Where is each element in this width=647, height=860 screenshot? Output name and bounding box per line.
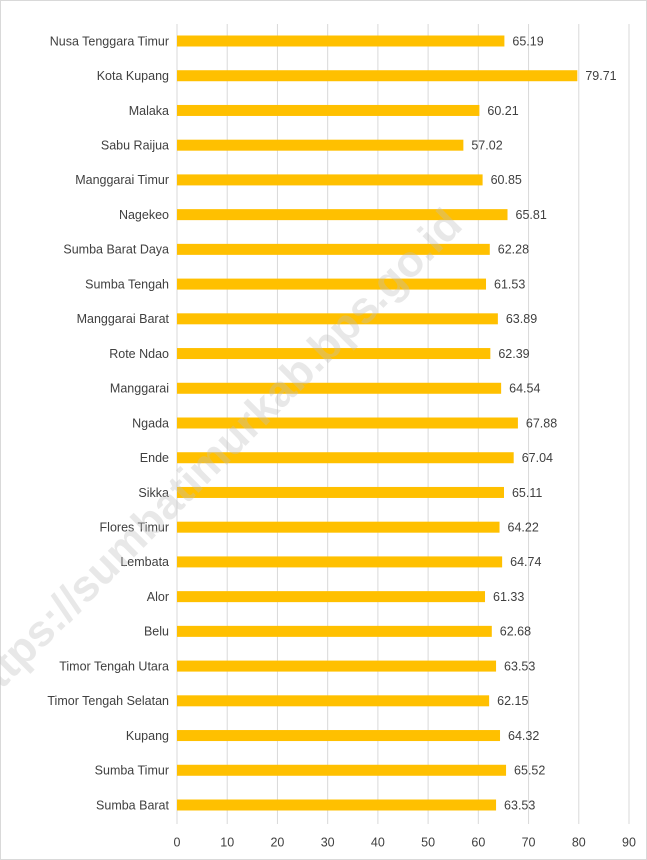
bar xyxy=(177,35,505,47)
x-tick-label: 30 xyxy=(321,835,335,849)
x-tick-label: 70 xyxy=(522,835,536,849)
value-label: 64.32 xyxy=(508,729,539,743)
bar xyxy=(177,209,508,221)
value-label: 63.53 xyxy=(504,798,535,812)
value-label: 63.89 xyxy=(506,312,537,326)
x-tick-label: 50 xyxy=(421,835,435,849)
value-label: 64.74 xyxy=(510,555,541,569)
value-label: 62.39 xyxy=(498,347,529,361)
x-tick-label: 90 xyxy=(622,835,636,849)
y-tick-label: Sabu Raijua xyxy=(101,138,169,152)
value-label: 61.53 xyxy=(494,277,525,291)
bar xyxy=(177,591,486,603)
y-tick-label: Flores Timur xyxy=(100,520,169,534)
bar xyxy=(177,278,487,290)
y-tick-label: Timor Tengah Utara xyxy=(59,659,169,673)
y-tick-label: Sikka xyxy=(138,486,169,500)
value-label: 67.04 xyxy=(522,451,553,465)
value-label: 65.19 xyxy=(512,34,543,48)
value-label: 60.85 xyxy=(491,173,522,187)
x-tick-label: 60 xyxy=(471,835,485,849)
value-label: 64.54 xyxy=(509,382,540,396)
x-tick-label: 0 xyxy=(174,835,181,849)
y-tick-label: Sumba Barat xyxy=(96,798,169,812)
bar xyxy=(177,348,491,360)
bar xyxy=(177,382,502,394)
value-label: 64.22 xyxy=(508,520,539,534)
bar xyxy=(177,730,501,742)
value-label: 63.53 xyxy=(504,659,535,673)
y-tick-label: Kota Kupang xyxy=(97,69,169,83)
x-tick-label: 20 xyxy=(270,835,284,849)
value-label: 61.33 xyxy=(493,590,524,604)
y-tick-label: Nagekeo xyxy=(119,208,169,222)
bar xyxy=(177,764,507,776)
bar xyxy=(177,556,503,568)
y-tick-label: Alor xyxy=(147,590,169,604)
bar xyxy=(177,70,578,82)
value-label: 57.02 xyxy=(471,138,502,152)
value-label: 79.71 xyxy=(585,69,616,83)
y-tick-label: Sumba Tengah xyxy=(85,277,169,291)
value-label: 65.11 xyxy=(512,486,542,500)
y-tick-label: Sumba Barat Daya xyxy=(63,243,169,257)
value-label: 62.28 xyxy=(498,243,529,257)
y-tick-label: Manggarai Barat xyxy=(77,312,170,326)
bar xyxy=(177,243,490,255)
bar xyxy=(177,625,492,637)
bar xyxy=(177,313,498,325)
y-tick-label: Belu xyxy=(144,625,169,639)
y-tick-label: Malaka xyxy=(129,104,169,118)
value-label: 62.15 xyxy=(497,694,528,708)
bar xyxy=(177,104,480,116)
bar xyxy=(177,660,497,672)
y-tick-label: Rote Ndao xyxy=(109,347,169,361)
y-tick-label: Manggarai Timur xyxy=(75,173,169,187)
value-label: 67.88 xyxy=(526,416,557,430)
y-tick-label: Nusa Tenggara Timur xyxy=(50,34,169,48)
value-label: 60.21 xyxy=(487,104,518,118)
value-label: 65.81 xyxy=(516,208,547,222)
bar xyxy=(177,452,514,464)
y-tick-label: Lembata xyxy=(120,555,169,569)
value-label: 62.68 xyxy=(500,625,531,639)
y-tick-label: Manggarai xyxy=(110,382,169,396)
y-tick-label: Timor Tengah Selatan xyxy=(47,694,169,708)
bar xyxy=(177,174,483,186)
bar xyxy=(177,417,518,429)
x-tick-label: 40 xyxy=(371,835,385,849)
x-tick-label: 10 xyxy=(220,835,234,849)
value-label: 65.52 xyxy=(514,764,545,778)
bar xyxy=(177,521,500,533)
bar xyxy=(177,486,504,498)
y-tick-label: Sumba Timur xyxy=(95,764,169,778)
x-tick-label: 80 xyxy=(572,835,586,849)
bar xyxy=(177,695,490,707)
y-tick-label: Ende xyxy=(140,451,169,465)
bar xyxy=(177,799,497,811)
y-tick-label: Kupang xyxy=(126,729,169,743)
bar xyxy=(177,139,464,151)
y-tick-label: Ngada xyxy=(132,416,169,430)
